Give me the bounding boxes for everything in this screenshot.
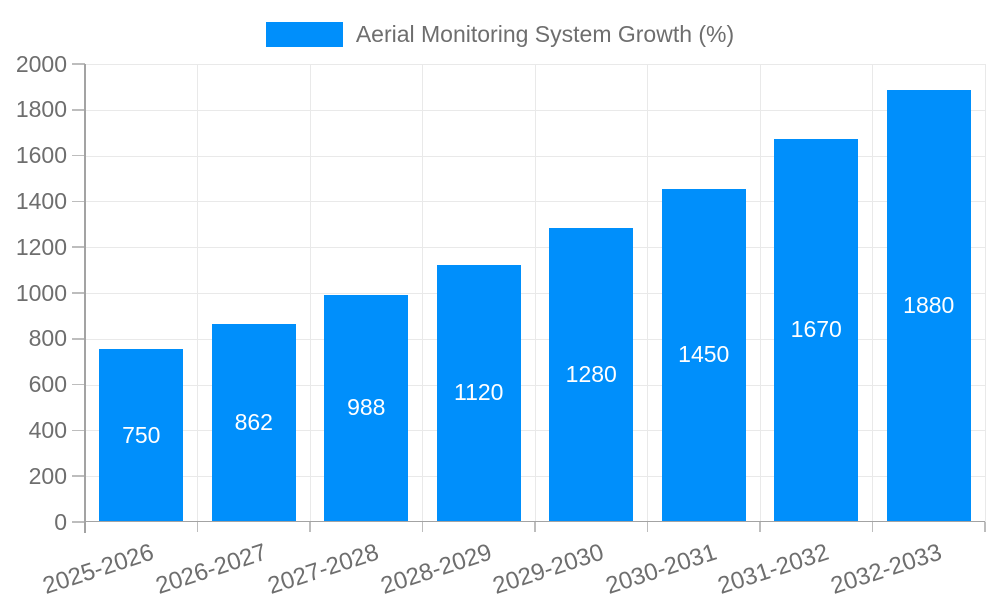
x-axis-tick — [309, 522, 311, 532]
y-axis-line — [84, 64, 86, 533]
v-gridline — [309, 64, 311, 522]
bar[interactable]: 1120 — [436, 264, 521, 521]
y-axis-tick — [72, 63, 85, 65]
y-tick-label: 1000 — [15, 279, 67, 306]
bar-value-label: 1450 — [678, 341, 730, 368]
bar-value-label: 988 — [347, 394, 386, 421]
v-gridline — [422, 64, 423, 522]
x-axis-tick — [421, 522, 424, 532]
y-axis-tick — [72, 109, 85, 111]
y-tick-label: 1400 — [15, 187, 67, 214]
bar[interactable]: 988 — [324, 294, 409, 521]
v-gridline — [197, 64, 198, 522]
bar[interactable]: 1880 — [886, 90, 971, 521]
x-axis-tick — [871, 522, 874, 532]
y-axis-tick — [72, 246, 85, 248]
v-gridline — [534, 64, 536, 522]
x-axis-tick — [646, 522, 649, 532]
bar-value-label: 1670 — [790, 316, 842, 343]
bar-value-label: 1880 — [903, 292, 955, 319]
y-tick-label: 1200 — [15, 233, 67, 260]
y-axis-tick — [72, 475, 85, 477]
x-axis-tick — [984, 522, 986, 532]
y-tick-label: 600 — [28, 371, 67, 398]
y-axis-tick — [72, 521, 85, 523]
x-axis-tick — [534, 522, 536, 532]
bar[interactable]: 862 — [211, 323, 296, 521]
x-axis-tick — [759, 522, 761, 532]
bar[interactable]: 1670 — [774, 138, 859, 521]
y-tick-label: 1800 — [15, 96, 67, 123]
bar-value-label: 1280 — [565, 360, 617, 387]
y-axis-tick — [72, 383, 85, 386]
y-tick-label: 2000 — [15, 50, 67, 77]
v-gridline — [984, 64, 986, 522]
x-axis-tick — [196, 522, 199, 532]
y-axis-tick — [72, 292, 85, 294]
plot-area: 0 200 400 600 800 1000 1200 1400 1600 1800 2000 750… — [16, 51, 986, 600]
legend-label: Aerial Monitoring System Growth (%) — [355, 20, 735, 47]
y-tick-label: 400 — [28, 416, 67, 443]
y-tick-label: 0 — [54, 508, 67, 535]
v-gridline — [759, 64, 761, 522]
v-gridline — [647, 64, 648, 522]
bar-value-label: 750 — [122, 421, 161, 448]
bar-value-label: 1120 — [454, 379, 504, 406]
y-axis-tick — [72, 429, 85, 432]
y-tick-label: 800 — [28, 325, 67, 352]
y-tick-label: 200 — [28, 462, 67, 489]
y-axis-tick — [72, 200, 85, 203]
legend-item[interactable]: Aerial Monitoring System Growth (%) — [0, 18, 1000, 50]
y-tick-label: 1600 — [15, 142, 67, 169]
v-gridline — [872, 64, 873, 522]
bar[interactable]: 750 — [99, 349, 184, 521]
bar-value-label: 862 — [234, 408, 273, 435]
x-axis-line — [85, 520, 985, 523]
bar[interactable]: 1280 — [549, 227, 634, 521]
legend-swatch-icon — [265, 21, 343, 47]
y-axis-tick — [72, 338, 85, 340]
y-axis-tick — [72, 154, 85, 157]
bar[interactable]: 1450 — [661, 188, 746, 521]
